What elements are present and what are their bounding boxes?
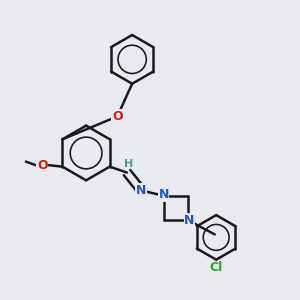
Text: N: N	[158, 188, 169, 201]
Text: Cl: Cl	[210, 262, 223, 275]
Text: O: O	[112, 110, 123, 123]
Text: N: N	[184, 214, 195, 226]
Text: O: O	[37, 159, 47, 172]
Text: H: H	[124, 159, 133, 169]
Text: N: N	[136, 184, 146, 197]
